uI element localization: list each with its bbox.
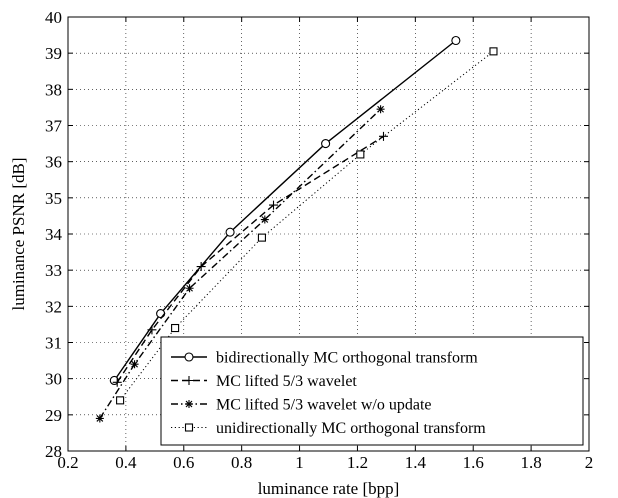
data-point bbox=[185, 284, 194, 293]
data-point bbox=[257, 233, 266, 242]
x-tick-label: 1 bbox=[295, 453, 304, 472]
y-tick-label: 38 bbox=[45, 80, 62, 99]
y-tick-label: 30 bbox=[45, 370, 62, 389]
legend-label: bidirectionally MC orthogonal transform bbox=[216, 350, 478, 367]
x-tick-label: 0.2 bbox=[57, 453, 78, 472]
ticks: 0.2 0.4 0.6 0.8 1 1.2 1.4 1.6 1.8 2 28 29 30 31 32 33 34… bbox=[45, 8, 593, 472]
legend-marker bbox=[184, 376, 194, 385]
x-tick-label: 1.4 bbox=[405, 453, 427, 472]
data-point bbox=[451, 35, 461, 46]
data-point bbox=[376, 105, 385, 114]
series-3 bbox=[95, 105, 385, 423]
data-point bbox=[116, 396, 125, 405]
data-point bbox=[356, 150, 365, 159]
y-axis-label: luminance PSNR [dB] bbox=[9, 158, 28, 311]
legend-label: unidirectionally MC orthogonal transform bbox=[216, 420, 486, 437]
data-point bbox=[171, 323, 180, 333]
y-tick-label: 34 bbox=[45, 225, 63, 244]
data-point bbox=[489, 47, 498, 56]
data-point bbox=[378, 131, 388, 141]
series-line bbox=[113, 39, 457, 381]
series-1 bbox=[109, 35, 461, 386]
y-tick-label: 29 bbox=[45, 406, 62, 425]
data-point bbox=[95, 414, 104, 423]
data-point bbox=[156, 309, 166, 319]
legend-marker bbox=[184, 423, 194, 432]
series-4 bbox=[116, 47, 498, 405]
x-tick-label: 0.4 bbox=[115, 453, 137, 472]
legend-label: MC lifted 5/3 wavelet w/o update bbox=[216, 397, 432, 414]
data-point bbox=[321, 139, 331, 149]
data-point bbox=[130, 360, 139, 369]
data-point bbox=[269, 200, 279, 210]
y-tick-label: 32 bbox=[45, 297, 62, 316]
x-tick-label: 2 bbox=[585, 453, 594, 472]
series-2 bbox=[112, 131, 388, 387]
legend-marker bbox=[184, 352, 194, 362]
y-tick-label: 37 bbox=[45, 117, 63, 136]
x-tick-label: 0.8 bbox=[231, 453, 252, 472]
y-tick-label: 31 bbox=[45, 334, 62, 353]
series-layer bbox=[95, 35, 498, 423]
legend-entry: MC lifted 5/3 wavelet w/o update bbox=[171, 397, 432, 414]
x-tick-label: 1.6 bbox=[463, 453, 484, 472]
y-tick-label: 33 bbox=[45, 261, 62, 280]
legend-label: MC lifted 5/3 wavelet bbox=[216, 373, 357, 390]
data-point bbox=[112, 377, 122, 387]
y-tick-label: 40 bbox=[45, 8, 62, 27]
y-tick-label: 28 bbox=[45, 442, 62, 461]
x-tick-label: 1.8 bbox=[520, 453, 541, 472]
x-tick-label: 1.2 bbox=[347, 453, 368, 472]
data-point bbox=[225, 227, 235, 237]
y-tick-label: 36 bbox=[45, 153, 62, 172]
legend-entry: bidirectionally MC orthogonal transform bbox=[171, 350, 478, 367]
data-point bbox=[260, 215, 269, 224]
x-axis-label: luminance rate [bpp] bbox=[258, 479, 400, 498]
y-tick-label: 35 bbox=[45, 189, 62, 208]
legend-box bbox=[160, 336, 584, 446]
y-tick-label: 39 bbox=[45, 44, 62, 63]
x-tick-label: 0.6 bbox=[173, 453, 194, 472]
data-point bbox=[196, 262, 206, 272]
legend-marker bbox=[185, 400, 193, 408]
data-point bbox=[147, 325, 157, 335]
legend-entry: unidirectionally MC orthogonal transform bbox=[171, 420, 486, 437]
legend: bidirectionally MC orthogonal transform M… bbox=[160, 336, 584, 446]
legend-entry: MC lifted 5/3 wavelet bbox=[171, 373, 357, 390]
